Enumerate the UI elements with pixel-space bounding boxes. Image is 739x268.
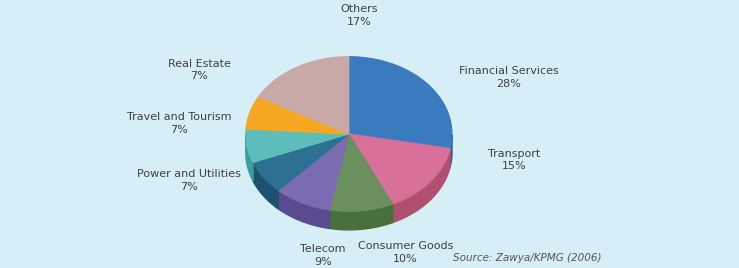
Polygon shape [246, 97, 349, 134]
Text: Transport
15%: Transport 15% [488, 148, 540, 171]
Polygon shape [349, 57, 452, 148]
Polygon shape [330, 204, 392, 230]
Polygon shape [450, 135, 452, 167]
Text: Travel and Tourism
7%: Travel and Tourism 7% [126, 113, 231, 135]
Text: Financial Services
28%: Financial Services 28% [459, 66, 559, 88]
Polygon shape [392, 148, 450, 222]
Polygon shape [246, 129, 349, 162]
Polygon shape [279, 190, 330, 229]
Polygon shape [253, 134, 349, 190]
Text: Consumer Goods
10%: Consumer Goods 10% [358, 241, 453, 264]
Polygon shape [330, 134, 392, 211]
Polygon shape [246, 134, 253, 181]
Text: Real Estate
7%: Real Estate 7% [168, 59, 231, 81]
Text: Power and Utilities
7%: Power and Utilities 7% [137, 169, 241, 192]
Text: Others
17%: Others 17% [341, 4, 378, 27]
Text: Source: Zawya/KPMG (2006): Source: Zawya/KPMG (2006) [453, 253, 602, 263]
Polygon shape [279, 134, 349, 210]
Polygon shape [259, 57, 349, 134]
Text: Telecom
9%: Telecom 9% [300, 244, 346, 267]
Polygon shape [253, 162, 279, 209]
Polygon shape [349, 134, 450, 204]
